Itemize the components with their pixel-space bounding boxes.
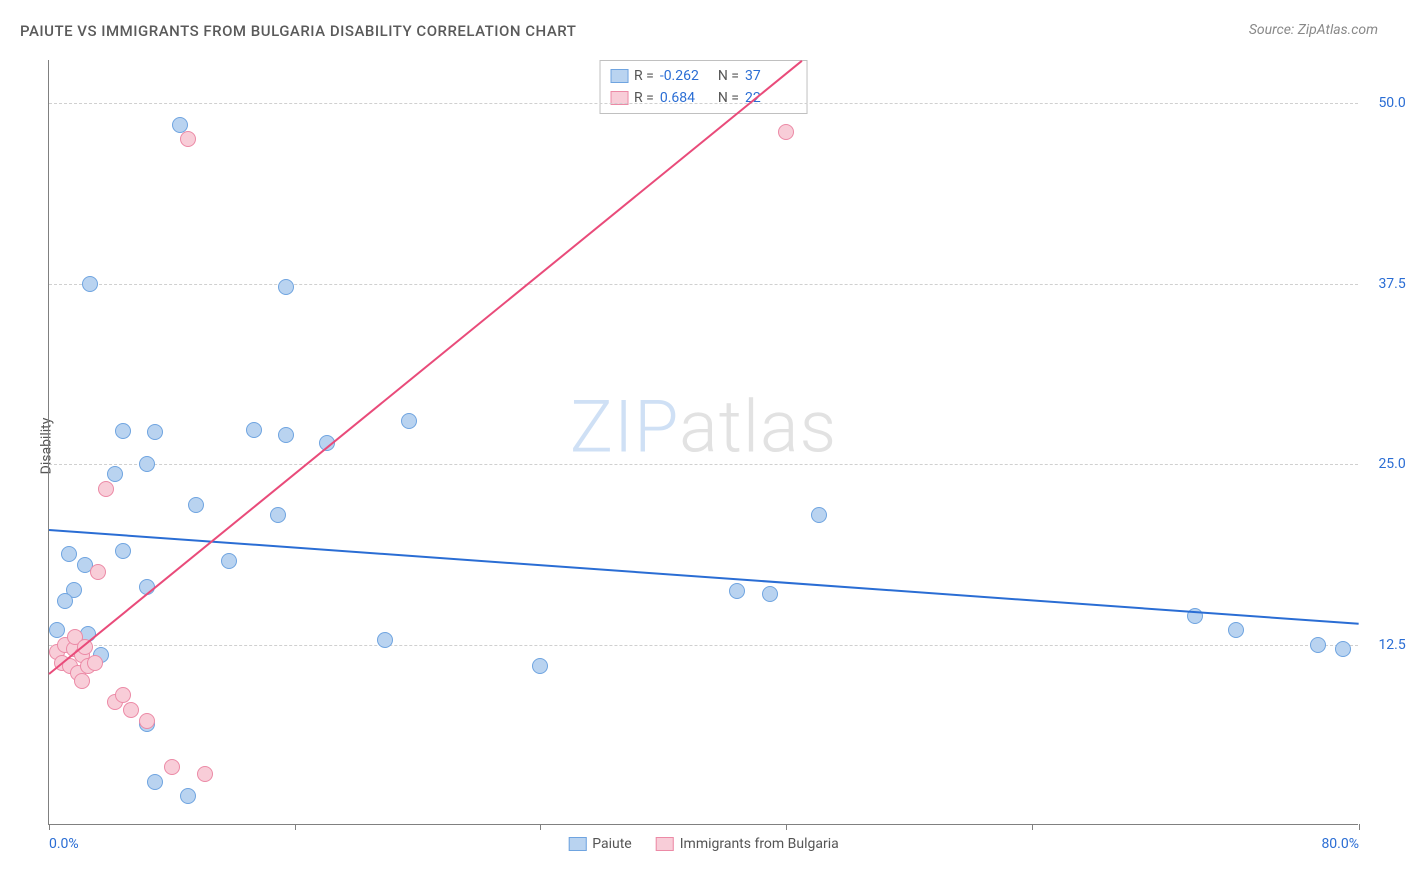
data-point [61,546,77,562]
gridline [49,103,1358,104]
data-point [221,553,237,569]
stats-row-bulgaria: R = 0.684 N = 22 [610,87,797,109]
y-tick-label: 25.0% [1378,456,1406,472]
watermark-zip: ZIP [570,384,679,469]
data-point [270,507,286,523]
data-point [1335,641,1351,657]
chart-title: PAIUTE VS IMMIGRANTS FROM BULGARIA DISAB… [20,22,576,40]
legend: Paiute Immigrants from Bulgaria [568,836,839,852]
data-point [139,456,155,472]
data-point [123,702,139,718]
bulgaria-swatch [656,837,674,851]
data-point [1310,637,1326,653]
data-point [532,658,548,674]
data-point [115,423,131,439]
legend-label: Paiute [592,836,632,852]
gridline [49,464,1358,465]
data-point [811,507,827,523]
scatter-plot-area: ZIPatlas R = -0.262 N = 37 R = 0.684 N =… [48,60,1358,825]
trend-line [49,529,1359,625]
watermark: ZIPatlas [570,384,837,469]
n-label: N = [718,87,739,109]
x-tick [295,824,296,830]
x-tick [49,824,50,830]
x-tick [786,824,787,830]
x-tick [1032,824,1033,830]
source-attribution: Source: ZipAtlas.com [1249,22,1378,38]
data-point [188,497,204,513]
data-point [180,788,196,804]
data-point [762,586,778,602]
data-point [278,427,294,443]
data-point [778,124,794,140]
correlation-stats-box: R = -0.262 N = 37 R = 0.684 N = 22 [599,60,808,114]
data-point [139,713,155,729]
r-label: R = [634,65,654,87]
data-point [107,466,123,482]
data-point [57,593,73,609]
trend-line [48,60,803,675]
y-tick-label: 37.5% [1378,276,1406,292]
data-point [197,766,213,782]
paiute-swatch [568,837,586,851]
data-point [377,632,393,648]
y-tick-label: 50.0% [1378,95,1406,111]
data-point [147,774,163,790]
data-point [115,543,131,559]
r-value-bulgaria: 0.684 [660,87,712,109]
x-tick [540,824,541,830]
legend-item-bulgaria: Immigrants from Bulgaria [656,836,839,852]
data-point [1228,622,1244,638]
stats-row-paiute: R = -0.262 N = 37 [610,65,797,87]
data-point [172,117,188,133]
data-point [401,413,417,429]
data-point [98,481,114,497]
n-label: N = [718,65,739,87]
r-value-paiute: -0.262 [660,65,712,87]
x-tick [1359,824,1360,830]
data-point [90,564,106,580]
data-point [729,583,745,599]
data-point [278,279,294,295]
gridline [49,284,1358,285]
data-point [87,655,103,671]
data-point [147,424,163,440]
x-tick-label: 0.0% [49,836,79,852]
x-tick-label: 80.0% [1321,836,1359,852]
paiute-swatch [610,69,628,83]
data-point [82,276,98,292]
data-point [180,131,196,147]
legend-label: Immigrants from Bulgaria [680,836,839,852]
legend-item-paiute: Paiute [568,836,632,852]
gridline [49,645,1358,646]
data-point [164,759,180,775]
y-tick-label: 12.5% [1378,637,1406,653]
r-label: R = [634,87,654,109]
watermark-atlas: atlas [679,384,837,469]
data-point [246,422,262,438]
data-point [74,673,90,689]
